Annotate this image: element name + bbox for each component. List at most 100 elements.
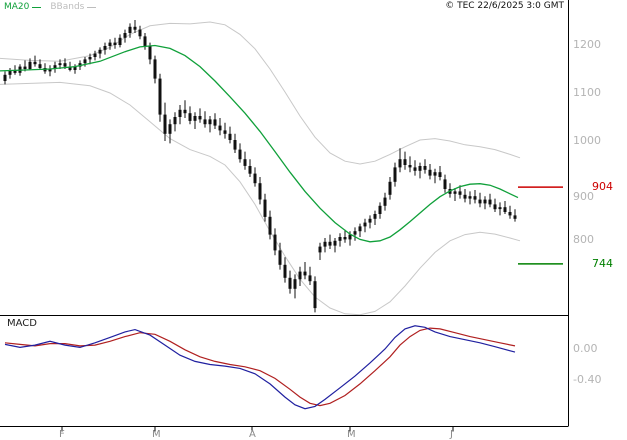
candle-body	[258, 183, 262, 200]
candle-body	[293, 279, 297, 289]
ma20-line	[0, 44, 519, 243]
candle-body	[373, 214, 377, 219]
candle-body	[53, 65, 57, 69]
macd-axis-label: -0.40	[573, 373, 602, 386]
candle-body	[388, 181, 392, 195]
candle-body	[123, 33, 127, 38]
candle-body	[273, 234, 277, 251]
candle-body	[178, 109, 182, 117]
candle-body	[323, 241, 327, 247]
price-axis-label-900: 900	[573, 190, 594, 203]
candle-body	[253, 173, 257, 184]
bbands-line-swatch	[87, 6, 97, 8]
legend-bbands-label: BBands	[50, 2, 85, 12]
candle-body	[513, 215, 517, 219]
candle-body	[153, 59, 157, 79]
candle-body	[148, 46, 152, 60]
candle-body	[423, 166, 427, 170]
candle-body	[318, 246, 322, 253]
candle-body	[138, 29, 142, 37]
candle-body	[143, 36, 147, 46]
candle-body	[493, 204, 497, 210]
candle-body	[233, 140, 237, 150]
candle-body	[298, 271, 302, 280]
candle-body	[348, 234, 352, 240]
candle-body	[343, 237, 347, 240]
month-label-J: J	[450, 429, 453, 440]
candle-body	[38, 64, 42, 68]
candle-body	[93, 53, 97, 57]
candle-body	[73, 66, 77, 70]
candle-body	[418, 166, 422, 171]
candle-body	[333, 240, 337, 246]
candle-body	[118, 37, 122, 45]
price-axis-label-800: 800	[573, 233, 594, 246]
candle-body	[8, 70, 12, 75]
candle-body	[438, 172, 442, 177]
candle-body	[228, 133, 232, 140]
candle-body	[408, 165, 412, 168]
candle-body	[98, 49, 102, 54]
candle-body	[63, 63, 67, 67]
level-label-744: 744	[592, 256, 613, 270]
candle-body	[288, 277, 292, 289]
candle-body	[353, 231, 357, 235]
macd-panel-label: MACD	[7, 318, 37, 329]
candle-body	[363, 222, 367, 227]
candle-body	[278, 250, 282, 265]
candle-body	[13, 70, 17, 73]
candle-body	[433, 172, 437, 176]
month-label-F: F	[59, 429, 65, 440]
candle-body	[133, 26, 137, 30]
candle-body	[413, 167, 417, 171]
candle-body	[283, 264, 287, 278]
macd-line	[4, 325, 516, 410]
candle-body	[208, 119, 212, 125]
level-label-904: 904	[592, 180, 613, 194]
candle-body	[243, 159, 247, 166]
candle-body	[428, 169, 432, 176]
candle-body	[313, 281, 317, 309]
candle-body	[33, 61, 37, 65]
month-label-A: A	[249, 429, 256, 440]
candle-body	[113, 42, 117, 45]
candle-body	[483, 199, 487, 204]
candle-body	[168, 124, 172, 134]
candle-body	[248, 166, 252, 174]
candle-body	[108, 42, 112, 46]
bollinger-upper-band-line	[0, 21, 521, 165]
candle-body	[328, 241, 332, 246]
candle-body	[28, 61, 32, 69]
legend-ma20-label: MA20	[4, 2, 30, 12]
candle-body	[478, 199, 482, 204]
candle-body	[193, 116, 197, 121]
candle-body	[223, 130, 227, 134]
price-axis-label-1000: 1000	[573, 134, 601, 147]
candle-body	[468, 196, 472, 199]
macd-axis-label: 0.00	[573, 342, 598, 355]
candle-body	[263, 199, 267, 217]
candle-body	[103, 46, 107, 50]
candle-body	[403, 159, 407, 165]
copyright-text: © TEC 22/6/2025 3:0 GMT	[445, 1, 564, 11]
candle-body	[498, 207, 502, 210]
price-axis-label-1100: 1100	[573, 86, 601, 99]
candle-body	[183, 109, 187, 114]
ma20-line-swatch	[32, 6, 42, 8]
candle-body	[268, 216, 272, 235]
candle-body	[198, 116, 202, 120]
candle-body	[48, 69, 52, 72]
candle-body	[358, 226, 362, 232]
price-axis-label-1200: 1200	[573, 38, 601, 51]
candle-body	[338, 237, 342, 241]
candle-body	[163, 114, 167, 134]
candle-body	[23, 66, 27, 69]
candle-body	[88, 57, 92, 60]
month-label-M: M	[347, 429, 356, 440]
candle-body	[378, 205, 382, 214]
candle-body	[238, 149, 242, 160]
candle-body	[508, 212, 512, 216]
candle-body	[188, 113, 192, 121]
